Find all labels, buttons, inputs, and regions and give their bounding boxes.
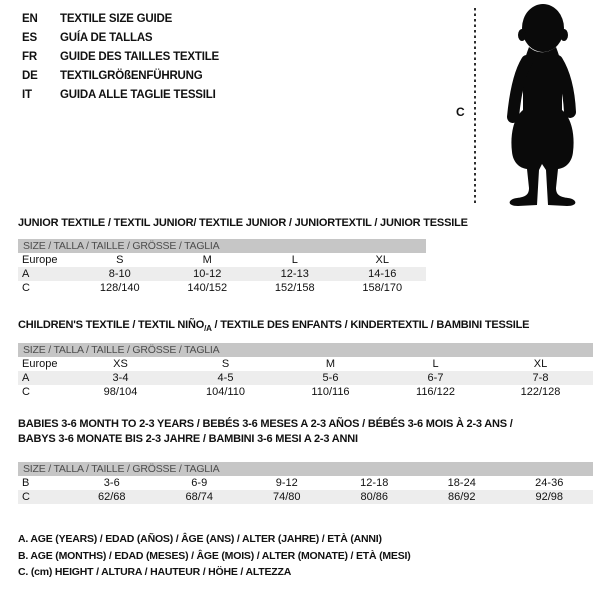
junior-table-title: JUNIOR TEXTILE / TEXTIL JUNIOR/ TEXTILE …	[18, 217, 468, 229]
babies-title-line1: BABIES 3-6 MONTH TO 2-3 YEARS / BEBÉS 3-…	[18, 418, 513, 430]
toddler-silhouette-image	[507, 4, 576, 206]
table-row: C 128/140 140/152 152/158 158/170	[18, 281, 426, 295]
children-size-table: SIZE / TALLA / TAILLE / GRÖSSE / TAGLIA …	[18, 343, 593, 399]
height-measure-label: C	[456, 105, 465, 119]
junior-size-header-bar: SIZE / TALLA / TAILLE / GRÖSSE / TAGLIA	[18, 239, 426, 253]
children-table-title: CHILDREN'S TEXTILE / TEXTIL NIÑO/A / TEX…	[18, 319, 530, 334]
size-cell: L	[432, 358, 439, 370]
size-cell: XL	[375, 254, 389, 266]
language-row-es: ES GUÍA DE TALLAS	[22, 28, 219, 47]
height-cell: 116/122	[416, 386, 455, 398]
size-cell: S	[116, 254, 124, 266]
height-cell: 110/116	[311, 386, 350, 398]
guide-title-fr: GUIDE DES TAILLES TEXTILE	[60, 50, 219, 63]
table-row: C 98/104 104/110 110/116 116/122 122/128	[18, 385, 593, 399]
age-cell: 3-4	[112, 372, 129, 384]
note-b: B. AGE (MONTHS) / EDAD (MESES) / ÂGE (MO…	[18, 549, 411, 562]
language-row-en: EN TEXTILE SIZE GUIDE	[22, 9, 219, 28]
language-row-de: DE TEXTILGRÖßENFÜHRUNG	[22, 66, 219, 85]
size-cell: S	[221, 358, 230, 370]
language-row-fr: FR GUIDE DES TAILLES TEXTILE	[22, 47, 219, 66]
language-title-list: EN TEXTILE SIZE GUIDE ES GUÍA DE TALLAS …	[22, 9, 219, 104]
babies-table-title: BABIES 3-6 MONTH TO 2-3 YEARS / BEBÉS 3-…	[18, 417, 513, 446]
height-cell: 158/170	[362, 282, 403, 294]
age-cell: 10-12	[193, 268, 222, 280]
height-cell: 86/92	[447, 491, 476, 503]
language-code: ES	[22, 31, 37, 44]
row-label: A	[22, 268, 30, 280]
height-cell: 98/104	[103, 386, 138, 398]
children-title-sub: /A	[204, 324, 212, 334]
note-a: A. AGE (YEARS) / EDAD (AÑOS) / ÂGE (ANS)…	[18, 533, 382, 545]
height-cell: 92/98	[535, 491, 564, 503]
guide-title-en: TEXTILE SIZE GUIDE	[60, 12, 173, 25]
age-cell: 4-5	[217, 372, 234, 384]
age-cell: 8-10	[108, 268, 131, 280]
row-label: A	[22, 372, 30, 384]
size-cell: XS	[113, 358, 128, 370]
guide-title-de: TEXTILGRÖßENFÜHRUNG	[60, 69, 203, 82]
language-code: DE	[22, 69, 38, 82]
language-row-it: IT GUIDA ALLE TAGLIE TESSILI	[22, 85, 219, 104]
children-size-header-bar: SIZE / TALLA / TAILLE / GRÖSSE / TAGLIA	[18, 343, 593, 357]
guide-title-it: GUIDA ALLE TAGLIE TESSILI	[60, 88, 216, 101]
row-label: B	[22, 477, 30, 489]
junior-size-table: SIZE / TALLA / TAILLE / GRÖSSE / TAGLIA …	[18, 239, 426, 295]
height-cell: 104/110	[206, 386, 245, 398]
height-measure-dotted-line	[474, 8, 476, 206]
age-cell: 5-6	[322, 372, 339, 384]
table-row: Europe XS S M L XL	[18, 357, 593, 371]
age-cell: 12-13	[280, 268, 309, 280]
age-cell: 9-12	[275, 477, 298, 489]
height-cell: 152/158	[274, 282, 315, 294]
table-row: B 3-6 6-9 9-12 12-18 18-24 24-36	[18, 476, 593, 490]
table-row: C 62/68 68/74 74/80 80/86 86/92 92/98	[18, 490, 593, 504]
children-title-pre: CHILDREN'S TEXTILE / TEXTIL NIÑO	[18, 319, 205, 331]
size-cell: L	[291, 254, 298, 266]
babies-title-line2: BABYS 3-6 MONATE BIS 2-3 JAHRE / BAMBINI…	[18, 432, 358, 445]
height-cell: 68/74	[185, 491, 214, 503]
age-cell: 14-16	[368, 268, 397, 280]
age-cell: 12-18	[360, 477, 389, 489]
row-label: Europe	[22, 358, 58, 370]
height-cell: 128/140	[99, 282, 140, 294]
age-cell: 6-7	[427, 372, 444, 384]
guide-title-es: GUÍA DE TALLAS	[60, 31, 153, 44]
age-cell: 7-8	[532, 372, 549, 384]
babies-size-header-bar: SIZE / TALLA / TAILLE / GRÖSSE / TAGLIA	[18, 462, 593, 476]
table-row: Europe S M L XL	[18, 253, 426, 267]
size-cell: M	[202, 254, 212, 266]
age-cell: 24-36	[535, 477, 564, 489]
height-cell: 122/128	[520, 386, 561, 398]
height-cell: 62/68	[97, 491, 126, 503]
language-code: EN	[22, 12, 38, 25]
height-cell: 74/80	[272, 491, 301, 503]
size-cell: XL	[533, 358, 548, 370]
babies-size-table: SIZE / TALLA / TAILLE / GRÖSSE / TAGLIA …	[18, 462, 593, 504]
language-code: FR	[22, 50, 37, 63]
children-title-post: / TEXTILE DES ENFANTS / KINDERTEXTIL / B…	[211, 319, 530, 331]
row-label: C	[22, 386, 30, 398]
age-cell: 6-9	[191, 477, 208, 489]
legend-notes: A. AGE (YEARS) / EDAD (AÑOS) / ÂGE (ANS)…	[18, 531, 411, 581]
row-label: C	[22, 491, 30, 503]
height-cell: 140/152	[187, 282, 228, 294]
age-cell: 18-24	[447, 477, 476, 489]
table-row: A 3-4 4-5 5-6 6-7 7-8	[18, 371, 593, 385]
age-cell: 3-6	[103, 477, 120, 489]
note-c: C. (cm) HEIGHT / ALTURA / HAUTEUR / HÖHE…	[18, 566, 292, 578]
table-row: A 8-10 10-12 12-13 14-16	[18, 267, 426, 281]
row-label: C	[22, 282, 30, 294]
row-label: Europe	[22, 254, 58, 266]
height-cell: 80/86	[360, 491, 389, 503]
size-cell: M	[325, 358, 336, 370]
language-code: IT	[22, 88, 32, 101]
